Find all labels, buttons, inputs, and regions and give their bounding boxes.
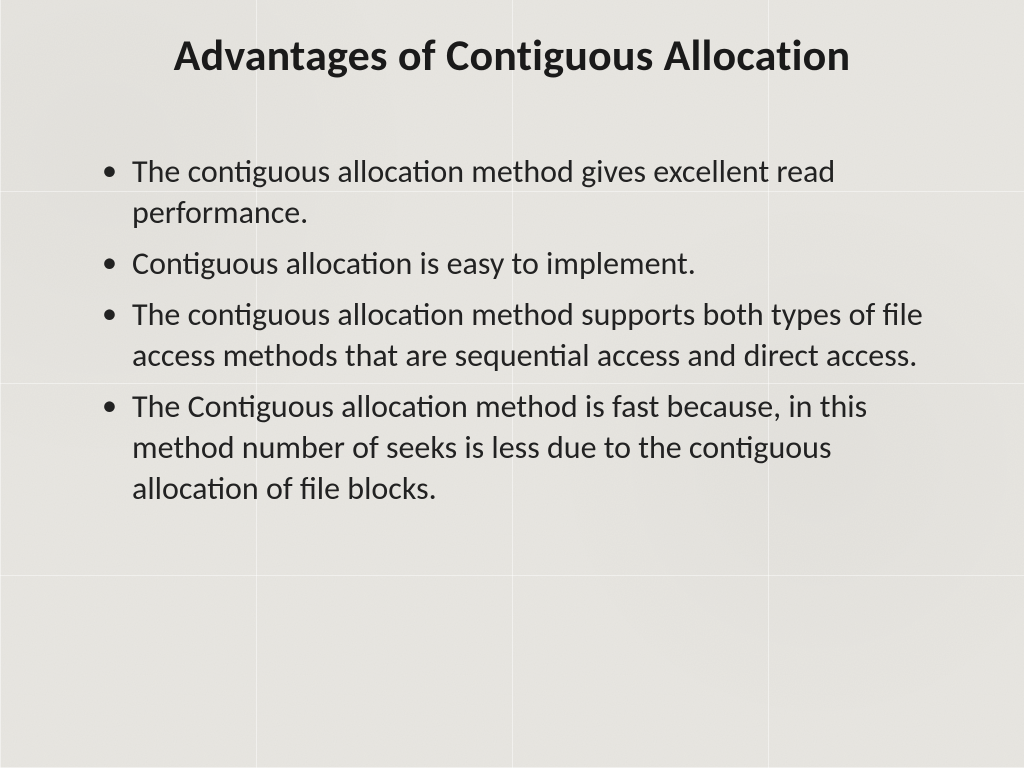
list-item: Contiguous allocation is easy to impleme… xyxy=(108,244,964,285)
list-item: The contiguous allocation method gives e… xyxy=(108,152,964,234)
bullet-text: The contiguous allocation method gives e… xyxy=(132,152,835,232)
bullet-text: The Contiguous allocation method is fast… xyxy=(132,387,867,508)
list-item: The Contiguous allocation method is fast… xyxy=(108,387,964,510)
list-item: The contiguous allocation method support… xyxy=(108,295,964,377)
slide: Advantages of Contiguous Allocation The … xyxy=(0,0,1024,768)
slide-title: Advantages of Contiguous Allocation xyxy=(60,28,964,82)
bullet-list: The contiguous allocation method gives e… xyxy=(60,152,964,510)
bullet-text: The contiguous allocation method support… xyxy=(132,295,923,375)
bullet-text: Contiguous allocation is easy to impleme… xyxy=(132,244,696,283)
